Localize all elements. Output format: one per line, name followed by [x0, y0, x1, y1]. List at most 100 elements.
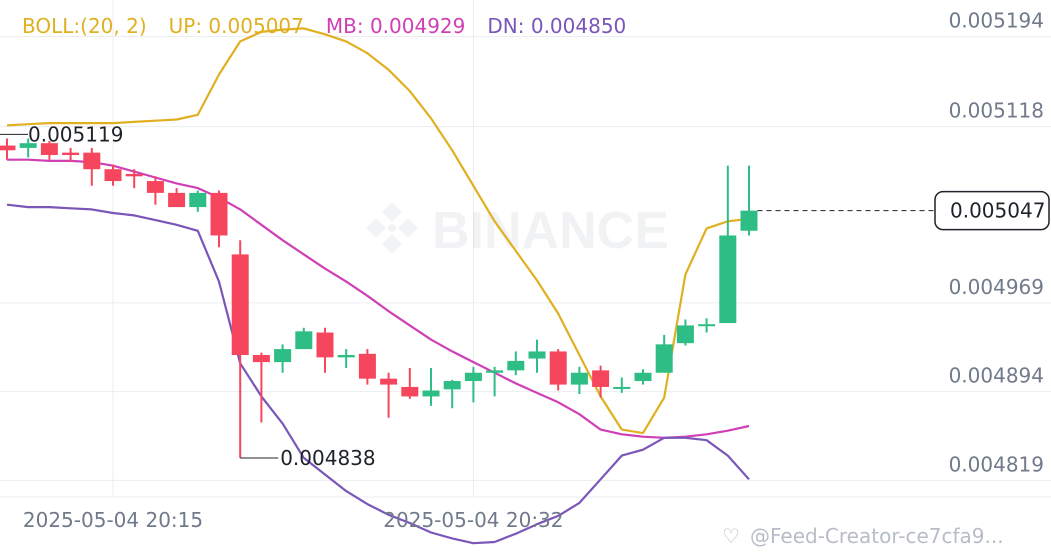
legend-boll-name: BOLL:(20, 2): [22, 14, 147, 38]
candle: [40, 140, 58, 160]
candle-body: [592, 370, 610, 387]
candle: [104, 164, 122, 186]
candle: [401, 368, 419, 399]
candle: [528, 339, 546, 373]
grid-layer: [0, 0, 1051, 498]
candle: [83, 147, 101, 186]
candle-body: [146, 181, 164, 193]
legend: BOLL:(20, 2) UP: 0.005007 MB: 0.004929 D…: [22, 14, 626, 38]
candle-body: [740, 210, 758, 231]
candle-body: [570, 372, 588, 385]
candle: [655, 334, 673, 373]
heart-icon: ♡: [722, 524, 740, 548]
source-credit: ♡ @Feed-Creator-ce7cfa9...: [722, 524, 1004, 548]
candle: [634, 369, 652, 385]
x-tick-label: 2025-05-04 20:32: [383, 508, 563, 532]
current-price-box[interactable]: [934, 190, 1050, 231]
candle: [337, 349, 355, 369]
boll-lower-band: [6, 203, 750, 545]
candle: [464, 366, 482, 403]
candle-body: [613, 386, 631, 389]
candle: [125, 169, 143, 189]
candle: [189, 190, 207, 212]
candle: [507, 351, 525, 376]
candle: [676, 319, 694, 346]
candle-body: [676, 325, 694, 344]
watermark-layer: BINANCE: [366, 202, 669, 260]
candle-body: [316, 332, 334, 358]
candle: [570, 366, 588, 395]
boll-upper-band: [6, 27, 750, 435]
candle-body: [274, 349, 292, 363]
candle-body: [655, 344, 673, 373]
y-tick-label: 0.004819: [949, 452, 1044, 476]
annotation-layer: 0.005047 0.005119 0.004838: [0, 122, 1050, 470]
candle: [380, 372, 398, 418]
candle: [274, 344, 292, 373]
axis-layer: 0.005194 0.005118 0.004969 0.004894 0.004819…: [23, 9, 1044, 532]
candle-body: [295, 331, 313, 350]
candle: [698, 318, 716, 333]
boll-middle-band: [7, 158, 750, 439]
candle-body: [422, 390, 440, 397]
candle: [613, 377, 631, 393]
y-tick-label: 0.005118: [949, 99, 1044, 123]
y-tick-label: 0.004969: [949, 275, 1044, 299]
candle-body: [231, 254, 249, 355]
candle: [549, 349, 567, 391]
current-price-label: 0.005047: [950, 199, 1045, 223]
candle: [146, 176, 164, 205]
candle-body: [486, 370, 504, 373]
candle-body: [528, 351, 546, 359]
candle-body: [0, 145, 16, 151]
legend-boll-mb: MB: 0.004929: [325, 14, 466, 38]
candle-body: [19, 143, 37, 148]
candle-body: [104, 169, 122, 182]
candle-body: [83, 152, 101, 170]
binance-logo-icon: [366, 202, 418, 254]
y-tick-label: 0.004894: [949, 364, 1044, 388]
candle-body: [507, 360, 525, 371]
candle-body: [125, 173, 143, 177]
candle-body: [443, 381, 461, 390]
candle-body: [168, 192, 186, 208]
candle: [168, 188, 186, 208]
source-credit-label: @Feed-Creator-ce7cfa9...: [750, 524, 1004, 548]
candle: [0, 138, 16, 160]
candle-body: [634, 372, 652, 382]
x-tick-label: 2025-05-04 20:15: [23, 508, 203, 532]
candle: [316, 327, 334, 373]
candle: [719, 165, 737, 324]
watermark-text: BINANCE: [432, 202, 669, 260]
candle-body: [337, 355, 355, 358]
candle: [592, 365, 610, 398]
candle-body: [358, 353, 376, 379]
candle-body: [210, 192, 228, 236]
candle-body: [40, 143, 58, 156]
candle-body: [549, 351, 567, 385]
legend-boll-up: UP: 0.005007: [168, 14, 304, 38]
candle-body: [380, 378, 398, 385]
legend-boll-dn: DN: 0.004850: [487, 14, 627, 38]
candle: [358, 349, 376, 385]
high-marker-label: 0.005119: [28, 122, 123, 146]
candle: [62, 147, 80, 163]
candle-body: [698, 324, 716, 327]
candle: [231, 240, 249, 458]
candle: [210, 190, 228, 248]
candle-body: [719, 235, 737, 324]
candle: [486, 366, 504, 397]
candle: [422, 368, 440, 406]
candle: [295, 327, 313, 350]
candle-body: [401, 386, 419, 397]
candle: [740, 165, 758, 236]
candle-body: [464, 372, 482, 382]
y-tick-label: 0.005194: [949, 9, 1044, 33]
bands-layer: [6, 27, 750, 545]
candle-body: [252, 355, 270, 363]
low-marker-label: 0.004838: [280, 446, 375, 470]
candle-body: [62, 152, 80, 156]
candle-body: [189, 192, 207, 208]
